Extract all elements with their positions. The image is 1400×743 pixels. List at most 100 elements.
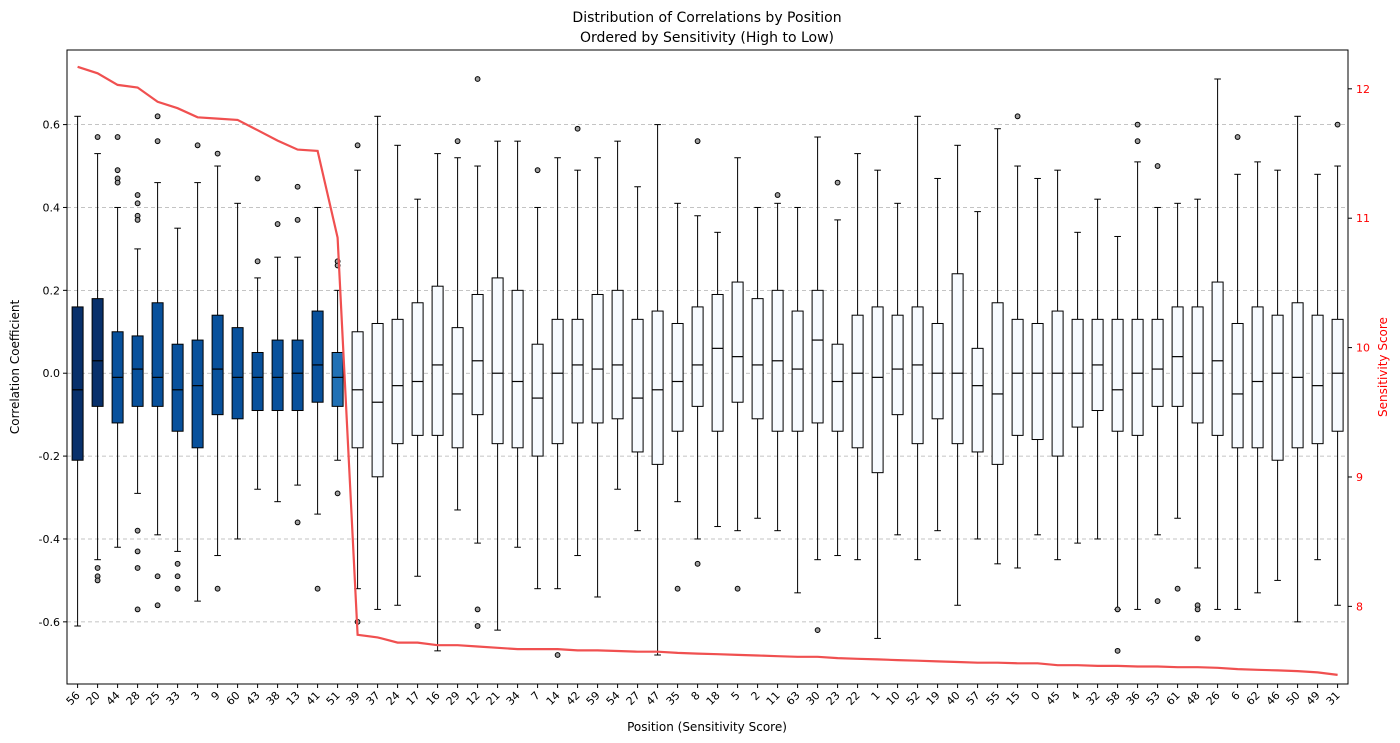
box-body [631, 318, 644, 453]
outlier-point [134, 216, 141, 223]
outlier-point [134, 527, 141, 534]
outlier-point [134, 606, 141, 613]
box-43 [251, 175, 264, 490]
box-44 [111, 134, 124, 548]
x-tick-label: 3 [189, 689, 203, 703]
outlier-point [674, 585, 681, 592]
box-28 [131, 192, 144, 613]
outlier-point [114, 134, 121, 140]
box-body [531, 343, 544, 457]
box-body [731, 281, 744, 403]
outlier-point [1174, 585, 1181, 592]
outlier-point [114, 179, 121, 186]
box-body [591, 293, 604, 424]
box-52 [911, 115, 924, 561]
x-tick-label: 5 [729, 689, 743, 703]
box-23 [831, 179, 844, 557]
x-tick-label: 0 [1029, 689, 1043, 703]
x-tick-label: 45 [1044, 689, 1063, 708]
x-tick-label: 52 [904, 689, 923, 708]
box-49 [1311, 173, 1324, 561]
x-tick-label: 48 [1184, 689, 1203, 708]
box-0 [1031, 177, 1044, 536]
box-36 [1131, 121, 1144, 610]
y-tick-label: 0.6 [43, 119, 61, 132]
box-body [791, 310, 804, 432]
outlier-point [134, 200, 141, 207]
outlier-point [1194, 606, 1201, 613]
outlier-point [254, 175, 261, 182]
y-tick-label: 0.0 [43, 367, 61, 380]
box-body [491, 277, 504, 445]
y2-tick-label: 10 [1356, 342, 1370, 355]
box-40 [951, 144, 964, 606]
x-tick-label: 1 [869, 689, 883, 703]
plot-frame [66, 49, 1349, 685]
outlier-point [734, 585, 741, 592]
x-tick-label: 44 [104, 689, 123, 708]
x-axis-label: Position (Sensitivity Score) [627, 720, 787, 734]
box-body [1151, 318, 1164, 407]
outlier-point [694, 138, 701, 145]
outlier-point [1334, 121, 1341, 128]
box-body [431, 285, 444, 436]
sensitivity-line [77, 65, 1338, 676]
box-34 [511, 140, 524, 548]
box-38 [271, 221, 284, 503]
y2-tick-label: 8 [1356, 600, 1363, 613]
box-19 [931, 177, 944, 532]
y-axis-right: 12 11 10 9 8 [1348, 83, 1370, 613]
x-tick-label: 25 [144, 689, 163, 708]
box-63 [791, 206, 804, 594]
box-24 [391, 144, 404, 606]
outlier-point [114, 167, 121, 174]
box-body [711, 293, 724, 432]
outlier-point [174, 573, 181, 580]
box-body [331, 351, 344, 407]
x-tick-label: 20 [84, 689, 103, 708]
outlier-point [694, 560, 701, 567]
x-tick-label: 41 [304, 689, 323, 708]
x-tick-label: 34 [504, 689, 523, 708]
outlier-point [154, 602, 161, 609]
x-tick-label: 13 [284, 689, 303, 708]
box-body [231, 327, 244, 420]
box-body [1251, 306, 1264, 449]
box-body [831, 343, 844, 432]
x-tick-label: 37 [364, 689, 383, 708]
box-9 [211, 150, 224, 592]
outlier-point [1154, 163, 1161, 169]
box-body [1011, 318, 1024, 436]
x-tick-label: 16 [424, 689, 443, 708]
box-body [1111, 318, 1124, 432]
outlier-point [474, 76, 481, 82]
x-tick-label: 7 [529, 689, 543, 703]
box-53 [1151, 163, 1164, 605]
box-body [471, 293, 484, 416]
x-tick-label: 22 [844, 689, 863, 708]
outlier-point [1014, 113, 1021, 120]
x-tick-label: 61 [1164, 689, 1183, 708]
box-12 [471, 76, 484, 629]
x-tick-label: 51 [324, 689, 343, 708]
outlier-point [1134, 121, 1141, 128]
x-tick-label: 11 [764, 689, 783, 708]
x-tick-label: 24 [384, 689, 403, 708]
outlier-point [94, 577, 101, 584]
x-tick-label: 21 [484, 689, 503, 708]
outlier-point [454, 138, 461, 145]
x-tick-label: 36 [1124, 689, 1143, 708]
x-tick-label: 50 [1284, 689, 1303, 708]
chart-title-line2: Ordered by Sensitivity (High to Low) [580, 30, 834, 46]
box-body [371, 322, 384, 478]
chart-title-line1: Distribution of Correlations by Position [572, 10, 841, 26]
x-axis: 56 20 44 28 25 33 3 9 60 43 38 13 41 51 39 37 24 17 16 29 12… [64, 684, 1343, 708]
box-15 [1011, 113, 1024, 569]
x-tick-label: 31 [1324, 689, 1343, 708]
x-tick-label: 46 [1264, 689, 1283, 708]
box-14 [551, 157, 564, 658]
box-59 [591, 157, 604, 598]
box-body [1131, 318, 1144, 436]
box-body [211, 314, 224, 416]
outlier-point [294, 216, 301, 223]
